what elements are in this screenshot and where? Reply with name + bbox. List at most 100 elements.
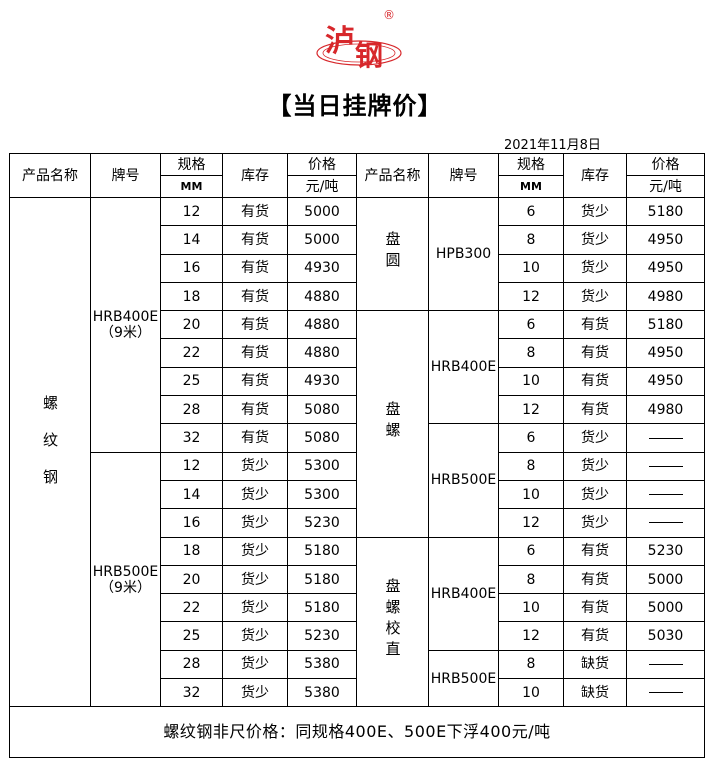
table-row: 25 货少 5230 12 有货 5030 bbox=[10, 621, 705, 651]
spec-cell: 12 bbox=[498, 395, 564, 425]
product-name: 盘圆 bbox=[383, 231, 402, 274]
price-cell: 4950 bbox=[626, 253, 705, 283]
spec-cell: 22 bbox=[160, 593, 223, 623]
stock-cell: 货少 bbox=[563, 225, 627, 255]
no-price-dash bbox=[648, 494, 683, 496]
price-cell: 4950 bbox=[626, 366, 705, 397]
footer-row: 螺纹钢非尺价格：同规格400E、500E下浮400元/吨 bbox=[9, 706, 705, 759]
spec-cell: 28 bbox=[160, 649, 223, 680]
spec-cell: 12 bbox=[160, 451, 223, 481]
price-cell: 4950 bbox=[626, 225, 705, 255]
price-cell bbox=[626, 479, 705, 510]
stock-cell: 货少 bbox=[563, 508, 627, 538]
stock-cell: 有货 bbox=[222, 225, 288, 255]
table-row: 16 货少 5230 12 货少 bbox=[10, 508, 705, 538]
stock-cell: 有货 bbox=[563, 310, 627, 340]
price-cell bbox=[626, 451, 705, 481]
svg-text:钢: 钢 bbox=[355, 39, 383, 72]
price-cell bbox=[626, 508, 705, 538]
table-row: 20 有货 4880 盘螺 HRB400E 6 有货 5180 bbox=[10, 310, 705, 538]
product-name-cell: 盘圆 bbox=[356, 196, 429, 312]
stock-cell: 货少 bbox=[222, 678, 288, 708]
spec-cell: 6 bbox=[498, 423, 564, 453]
stock-cell: 有货 bbox=[222, 196, 288, 227]
stock-cell: 有货 bbox=[222, 253, 288, 283]
stock-cell: 有货 bbox=[563, 338, 627, 368]
price-cell: 5000 bbox=[626, 564, 705, 595]
spec-cell: 18 bbox=[160, 281, 223, 312]
price-cell: 4880 bbox=[287, 310, 357, 340]
header-brand: 牌号 bbox=[90, 153, 161, 198]
header-unit-row: MM 元/吨 MM 元/吨 bbox=[10, 175, 705, 198]
header-price: 价格 bbox=[626, 153, 705, 176]
page-title: 【当日挂牌价】 bbox=[267, 92, 443, 120]
stock-cell: 有货 bbox=[563, 621, 627, 651]
company-logo: 泸 钢 ® bbox=[316, 8, 402, 72]
stock-cell: 有货 bbox=[222, 281, 288, 312]
brand-length-note: （9米） bbox=[100, 324, 151, 341]
stock-cell: 货少 bbox=[222, 649, 288, 680]
price-cell: 5180 bbox=[626, 310, 705, 340]
stock-cell: 缺货 bbox=[563, 678, 627, 708]
no-price-dash bbox=[648, 465, 683, 467]
header-stock: 库存 bbox=[563, 153, 627, 198]
brand-cell: HPB300 bbox=[428, 196, 499, 312]
stock-cell: 缺货 bbox=[563, 649, 627, 680]
price-cell: 4950 bbox=[626, 338, 705, 368]
spec-cell: 6 bbox=[498, 196, 564, 227]
stock-cell: 货少 bbox=[563, 253, 627, 283]
table-row: 18 货少 5180 盘螺校直 HRB400E 6 有货 5230 bbox=[10, 536, 705, 708]
price-cell: 4980 bbox=[626, 395, 705, 425]
no-price-dash bbox=[648, 692, 683, 694]
spec-cell: 25 bbox=[160, 366, 223, 397]
table-row: 25 有货 4930 10 有货 4950 bbox=[10, 366, 705, 397]
header-product: 产品名称 bbox=[9, 153, 91, 198]
price-cell: 5080 bbox=[287, 423, 357, 453]
spec-cell: 16 bbox=[160, 253, 223, 283]
price-cell: 5300 bbox=[287, 479, 357, 510]
table-row: 20 货少 5180 8 有货 5000 bbox=[10, 564, 705, 595]
table-row: 32 货少 5380 10 缺货 bbox=[10, 678, 705, 708]
spec-cell: 12 bbox=[498, 621, 564, 651]
product-name: 盘螺 bbox=[383, 400, 402, 443]
stock-cell: 货少 bbox=[222, 508, 288, 538]
table-row: 14 货少 5300 10 货少 bbox=[10, 479, 705, 510]
spec-cell: 8 bbox=[498, 225, 564, 255]
price-cell: 5000 bbox=[626, 593, 705, 623]
footer-note: 螺纹钢非尺价格：同规格400E、500E下浮400元/吨 bbox=[9, 706, 705, 759]
table-row: 螺纹钢 HRB400E （9米） 12 有货 5000 盘圆 HPB300 6 货少 5180 bbox=[9, 196, 705, 708]
price-cell: 4880 bbox=[287, 338, 357, 368]
spec-cell: 12 bbox=[160, 196, 223, 227]
stock-cell: 有货 bbox=[222, 366, 288, 397]
spec-cell: 10 bbox=[498, 593, 564, 623]
no-price-dash bbox=[648, 663, 683, 665]
brand-cell: HRB500E bbox=[428, 423, 499, 538]
stock-cell: 货少 bbox=[563, 281, 627, 312]
spec-cell: 8 bbox=[498, 338, 564, 368]
price-cell: 5380 bbox=[287, 649, 357, 680]
spec-cell: 6 bbox=[498, 310, 564, 340]
header-price: 价格 bbox=[287, 153, 357, 176]
stock-cell: 货少 bbox=[222, 451, 288, 481]
price-cell: 5080 bbox=[287, 395, 357, 425]
spec-cell: 8 bbox=[498, 649, 564, 680]
header-stock: 库存 bbox=[222, 153, 288, 198]
price-cell: 5230 bbox=[626, 536, 705, 566]
spec-cell: 32 bbox=[160, 678, 223, 708]
price-date: 2021年11月8日 bbox=[504, 138, 601, 153]
header-product: 产品名称 bbox=[356, 153, 429, 198]
price-cell bbox=[626, 649, 705, 680]
brand-cell: HRB500E bbox=[428, 649, 499, 708]
stock-cell: 货少 bbox=[222, 593, 288, 623]
stock-cell: 货少 bbox=[222, 564, 288, 595]
no-price-dash bbox=[648, 437, 683, 439]
stock-cell: 货少 bbox=[222, 479, 288, 510]
stock-cell: 有货 bbox=[222, 423, 288, 453]
price-cell: 5180 bbox=[287, 536, 357, 566]
stock-cell: 货少 bbox=[563, 423, 627, 453]
spec-cell: 20 bbox=[160, 564, 223, 595]
spec-cell: 10 bbox=[498, 479, 564, 510]
svg-text:泸: 泸 bbox=[325, 24, 355, 59]
spec-cell: 14 bbox=[160, 225, 223, 255]
table-row: 18 有货 4880 12 货少 4980 bbox=[10, 281, 705, 312]
